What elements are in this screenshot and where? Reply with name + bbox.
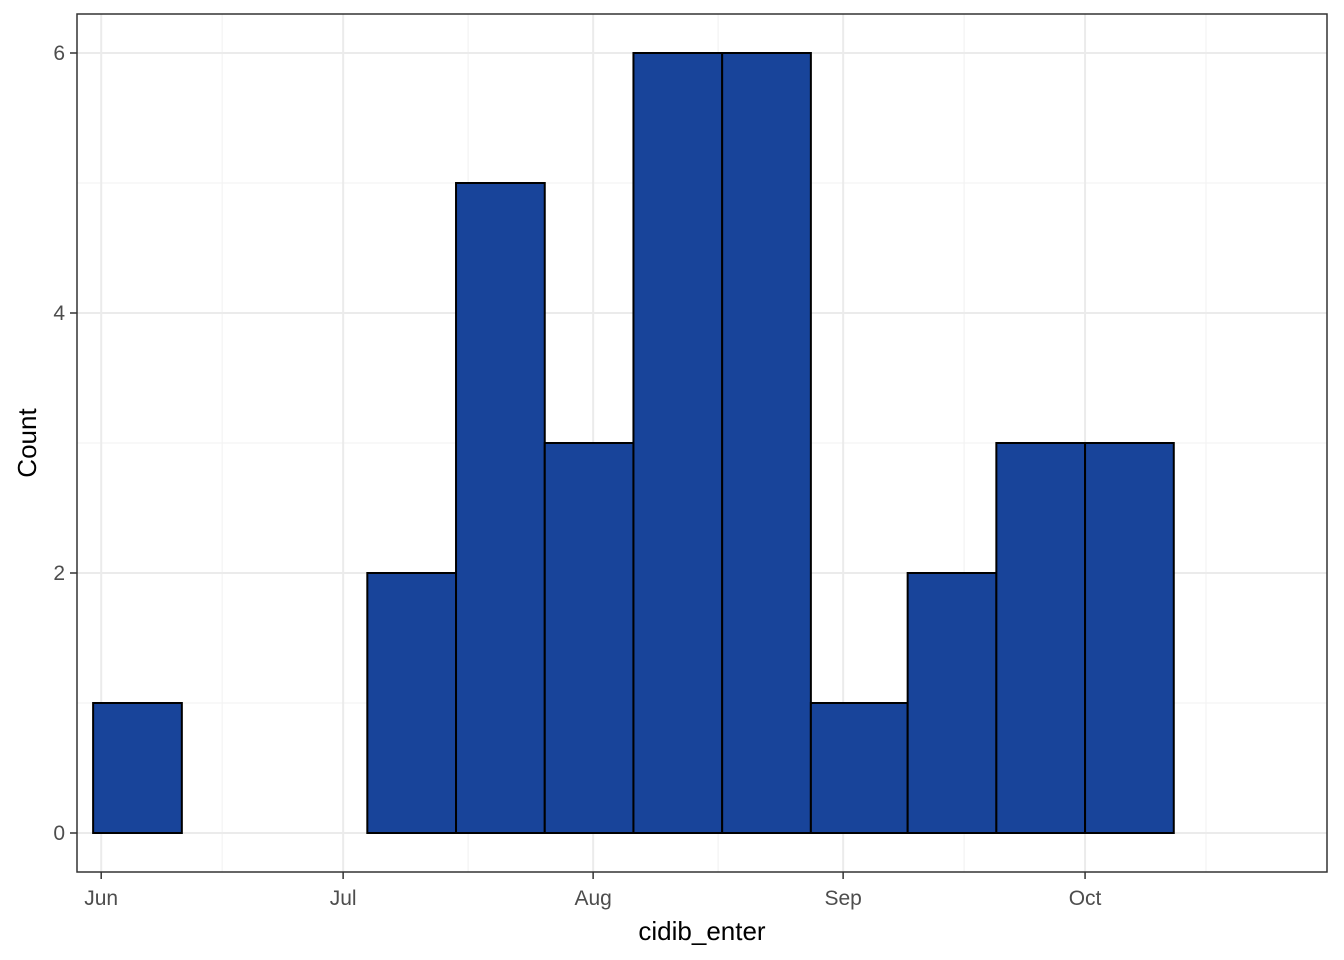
histogram-bar-11	[995, 442, 1087, 834]
x-tick-label: Sep	[824, 887, 861, 910]
y-axis-title: Count	[12, 408, 42, 478]
x-tick-label: Oct	[1069, 887, 1102, 910]
x-tick-label: Jul	[330, 887, 357, 910]
x-tick-label: Aug	[574, 887, 611, 910]
histogram-bar-6	[543, 442, 635, 834]
y-tick-label: 2	[53, 562, 65, 585]
y-tick-label: 0	[53, 822, 65, 845]
y-tick-label: 4	[53, 302, 65, 325]
x-tick-label: Jun	[84, 887, 118, 910]
histogram-bar-8	[721, 52, 812, 834]
histogram-bar-10	[906, 572, 998, 834]
histogram-bar-9	[809, 702, 909, 834]
bars-layer	[92, 52, 1175, 834]
histogram-bar-4	[366, 572, 458, 834]
panel-border	[76, 13, 1328, 873]
histogram-bar-1	[92, 702, 183, 834]
y-tick-label: 6	[53, 42, 65, 65]
axis-layer: 0 2 4 6 Jun Jul Aug Sep Oct	[53, 42, 1101, 910]
histogram-bar-5	[455, 182, 546, 834]
x-axis-title: cidib_enter	[638, 916, 766, 946]
histogram-bar-12	[1084, 442, 1175, 834]
histogram-bar-7	[632, 52, 724, 834]
